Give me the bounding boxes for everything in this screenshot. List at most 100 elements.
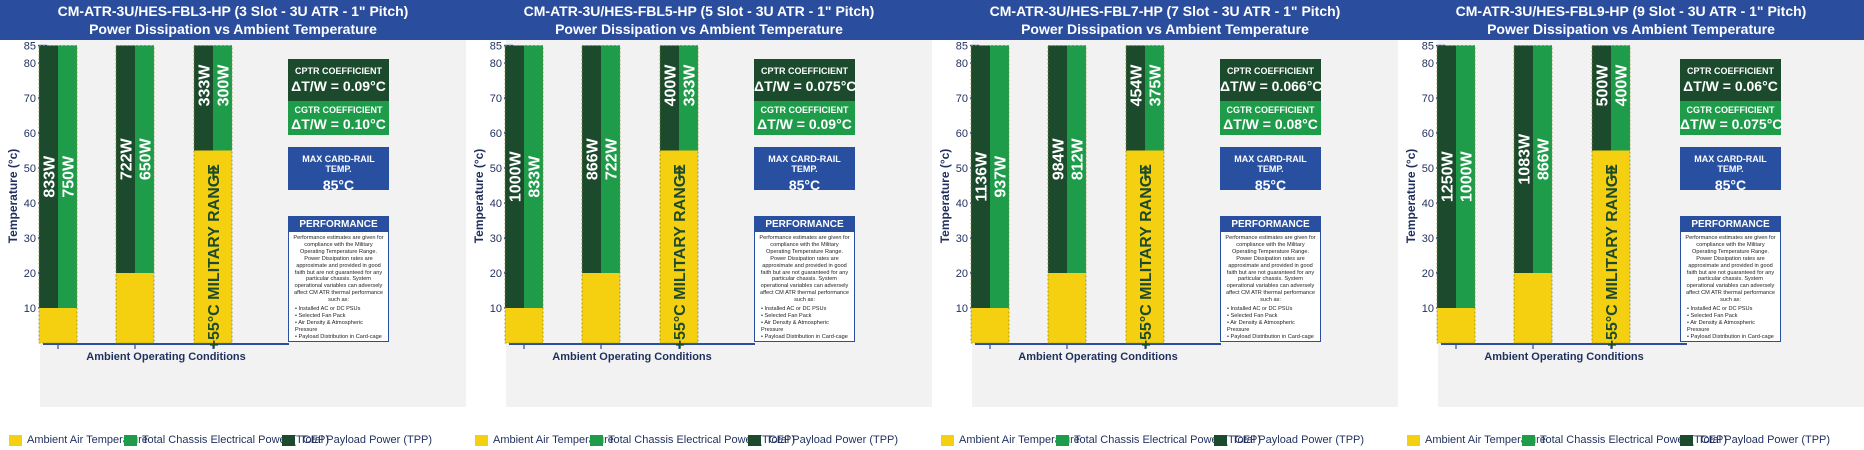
cgtr-box: CGTR COEFFICIENT ΔT/W = 0.08°C bbox=[1220, 101, 1321, 135]
performance-bullets: • Installed AC or DC PSUs • Selected Fan … bbox=[755, 305, 854, 342]
tpp-bar bbox=[116, 45, 135, 273]
tpp-label: 333W bbox=[197, 64, 214, 107]
chart-header: CM-ATR-3U/HES-FBL7-HP (7 Slot - 3U ATR -… bbox=[932, 0, 1398, 40]
tpp-label: 984W bbox=[1051, 137, 1068, 180]
cgtr-value: ΔT/W = 0.09°C bbox=[757, 116, 852, 132]
y-tick-label: 30 bbox=[24, 233, 36, 245]
y-tick-label: 40 bbox=[956, 198, 968, 210]
performance-bullet-item: • Extreme Ambient Temperatures, etc. bbox=[761, 341, 850, 342]
chart-header: CM-ATR-3U/HES-FBL3-HP (3 Slot - 3U ATR -… bbox=[0, 0, 466, 40]
legend: Ambient Air Temperature Total Chassis Ele… bbox=[1398, 434, 1864, 448]
military-range-label: +55°C MILITARY RANGE bbox=[1604, 164, 1621, 350]
performance-bullet-item: • Installed AC or DC PSUs bbox=[1227, 306, 1293, 313]
tpp-label: 500W bbox=[1595, 64, 1612, 107]
max-temp-box: MAX CARD-RAIL TEMP. 85°C bbox=[1220, 147, 1321, 193]
y-tick-label: 70 bbox=[1422, 93, 1434, 105]
y-tick-label: 80 bbox=[1422, 58, 1434, 70]
tcep-bar bbox=[1533, 45, 1552, 273]
performance-bullets: • Installed AC or DC PSUs • Selected Fan … bbox=[289, 305, 388, 341]
tcep-label: 300W bbox=[216, 64, 233, 107]
tcep-label: 333W bbox=[682, 64, 699, 107]
performance-box: PERFORMANCE Performance estimates are giv… bbox=[288, 216, 389, 342]
performance-bullet-item: • Extreme Ambient Temperatures, etc. bbox=[1687, 341, 1776, 342]
tcep-label: 812W bbox=[1070, 137, 1087, 180]
performance-bullet-item: • Payload Distribution in Card-cage bbox=[295, 334, 382, 341]
y-tick-label: 10 bbox=[1422, 303, 1434, 315]
y-tick-label: 60 bbox=[490, 128, 502, 140]
legend-tpp-swatch bbox=[282, 435, 295, 446]
chart-subtitle: Power Dissipation vs Ambient Temperature bbox=[1487, 21, 1775, 37]
cgtr-title: CGTR COEFFICIENT bbox=[294, 105, 383, 115]
tcep-label: 750W bbox=[61, 155, 78, 198]
tpp-label: 400W bbox=[663, 64, 680, 107]
military-range-label: +55°C MILITARY RANGE bbox=[672, 164, 689, 350]
cgtr-title: CGTR COEFFICIENT bbox=[1226, 105, 1315, 115]
max-temp-box: MAX CARD-RAIL TEMP. 85°C bbox=[1680, 147, 1781, 193]
tpp-bar bbox=[1048, 45, 1067, 273]
y-tick-label: 40 bbox=[24, 198, 36, 210]
tpp-label: 454W bbox=[1129, 64, 1146, 107]
legend-tcep-swatch bbox=[124, 435, 137, 446]
chart-header: CM-ATR-3U/HES-FBL5-HP (5 Slot - 3U ATR -… bbox=[466, 0, 932, 40]
chart-svg: 10 20 30 40 50 60 70 80 85 Temperature (°c) Ambien… bbox=[938, 41, 1221, 363]
performance-text: Performance estimates are given for comp… bbox=[1685, 235, 1776, 304]
performance-bullet-item: • Air Density & Atmospheric Pressure bbox=[295, 320, 363, 334]
tpp-bar bbox=[39, 45, 58, 308]
tcep-label: 937W bbox=[993, 155, 1010, 198]
max-temp-box: MAX CARD-RAIL TEMP. 85°C bbox=[288, 147, 389, 193]
legend: Ambient Air Temperature Total Chassis Ele… bbox=[466, 434, 932, 448]
performance-bullet-item: • Extreme Ambient Temperatures, etc. bbox=[1227, 341, 1316, 342]
performance-bullet-item: • Payload Distribution in Card-cage bbox=[1687, 334, 1774, 341]
performance-bullet-item: • Air Density & Atmospheric Pressure bbox=[1687, 320, 1755, 334]
tpp-bar bbox=[1126, 45, 1145, 151]
cptr-value: ΔT/W = 0.066°C bbox=[1220, 78, 1323, 94]
tpp-bar bbox=[660, 45, 679, 151]
chart-subtitle: Power Dissipation vs Ambient Temperature bbox=[89, 21, 377, 37]
tcep-bar bbox=[601, 45, 620, 273]
y-axis-title: Temperature (°c) bbox=[938, 149, 952, 244]
max-temp-title: MAX CARD-RAIL TEMP. bbox=[768, 154, 841, 174]
cptr-box: CPTR COEFFICIENT ΔT/W = 0.066°C bbox=[1220, 59, 1323, 101]
x-axis-title: Ambient Operating Conditions bbox=[1484, 351, 1644, 363]
legend: Ambient Air Temperature Total Chassis Ele… bbox=[932, 434, 1398, 448]
performance-text: Performance estimates are given for comp… bbox=[1225, 235, 1316, 304]
cgtr-box: CGTR COEFFICIENT ΔT/W = 0.09°C bbox=[754, 101, 855, 135]
tpp-bar bbox=[194, 45, 213, 151]
ambient-bar bbox=[582, 273, 620, 343]
cgtr-value: ΔT/W = 0.08°C bbox=[1223, 116, 1318, 132]
performance-text: Performance estimates are given for comp… bbox=[293, 235, 384, 304]
ambient-bar bbox=[660, 150, 698, 343]
performance-text: Performance estimates are given for comp… bbox=[759, 235, 850, 304]
y-axis-title: Temperature (°c) bbox=[472, 149, 486, 244]
performance-bullet-item: • Installed AC or DC PSUs bbox=[1687, 306, 1753, 313]
legend-ambient-label: Ambient Air Temperature bbox=[493, 434, 614, 446]
tcep-label: 400W bbox=[1614, 64, 1631, 107]
tpp-bar bbox=[1592, 45, 1611, 151]
ambient-bar bbox=[1048, 273, 1086, 343]
performance-bullet-item: • Selected Fan Pack bbox=[761, 313, 812, 320]
military-arrow-icon: → bbox=[1135, 165, 1156, 180]
military-arrow-icon: → bbox=[669, 165, 690, 180]
tcep-bar bbox=[1611, 45, 1630, 151]
legend-tpp-label: Total Payload Power (TPP) bbox=[766, 434, 899, 446]
performance-bullet-item: • Installed AC or DC PSUs bbox=[295, 306, 361, 313]
cgtr-title: CGTR COEFFICIENT bbox=[1686, 105, 1775, 115]
performance-bullet-item: • Air Density & Atmospheric Pressure bbox=[1227, 320, 1295, 334]
chart-title: CM-ATR-3U/HES-FBL7-HP (7 Slot - 3U ATR -… bbox=[989, 3, 1341, 19]
cgtr-box: CGTR COEFFICIENT ΔT/W = 0.10°C bbox=[288, 101, 389, 135]
max-temp-value: 85°C bbox=[1254, 177, 1287, 193]
max-temp-value: 85°C bbox=[788, 177, 821, 193]
tcep-bar bbox=[1456, 45, 1475, 308]
tcep-bar bbox=[213, 45, 232, 151]
tpp-label: 1000W bbox=[508, 151, 525, 203]
performance-box: PERFORMANCE Performance estimates are giv… bbox=[1680, 216, 1781, 342]
y-axis-title: Temperature (°c) bbox=[1404, 149, 1418, 244]
performance-bullet-item: • Payload Distribution in Card-cage bbox=[1227, 334, 1314, 341]
y-tick-label: 85 bbox=[956, 41, 968, 53]
cptr-box: CPTR COEFFICIENT ΔT/W = 0.09°C bbox=[288, 59, 389, 101]
tpp-label: 722W bbox=[119, 137, 136, 180]
plot-area bbox=[40, 40, 466, 407]
y-tick-label: 80 bbox=[490, 58, 502, 70]
legend-tpp-swatch bbox=[1214, 435, 1227, 446]
tpp-bar bbox=[505, 45, 524, 308]
